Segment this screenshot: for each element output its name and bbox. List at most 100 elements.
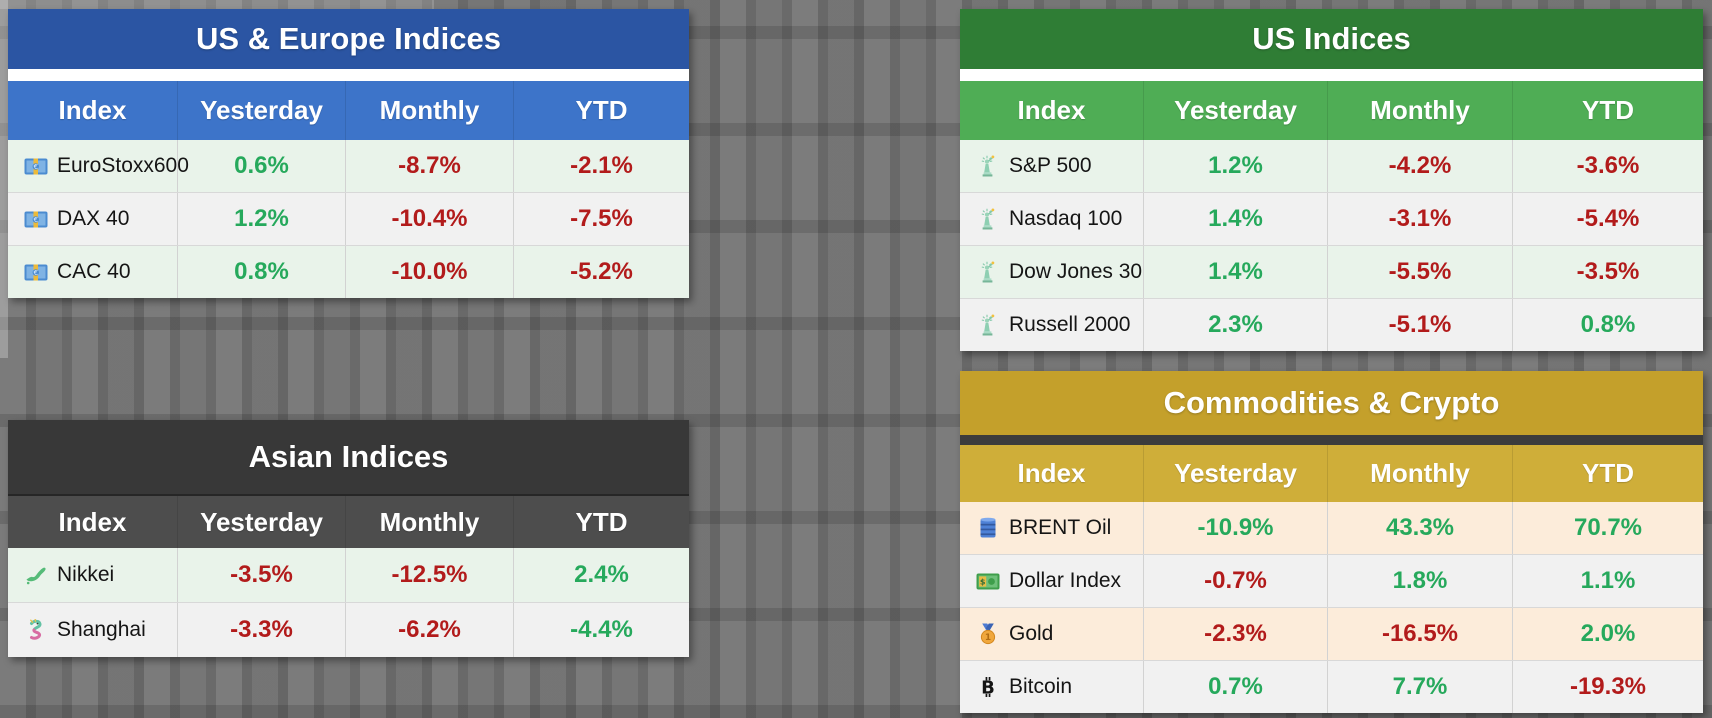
table-row: BRENT Oil -10.9% 43.3% 70.7% <box>960 502 1703 554</box>
svg-text:1: 1 <box>984 633 990 643</box>
value-monthly: 7.7% <box>1327 661 1512 713</box>
value-monthly: -5.1% <box>1327 299 1512 351</box>
bitcoin-icon: B <box>975 676 1000 698</box>
euro-banknote-icon: € <box>23 211 48 228</box>
index-name: Russell 2000 <box>1009 313 1131 336</box>
svg-text:€: € <box>33 163 37 171</box>
table-title: Commodities & Crypto <box>1163 385 1500 420</box>
index-name: S&P 500 <box>1009 154 1092 177</box>
table-title: US & Europe Indices <box>196 21 501 56</box>
value-ytd: 2.0% <box>1512 608 1703 660</box>
table-row: Nasdaq 100 1.4% -3.1% -5.4% <box>960 192 1703 245</box>
table-row: Shanghai -3.3% -6.2% -4.4% <box>8 602 689 657</box>
value-yesterday: -10.9% <box>1143 502 1327 554</box>
table-row: Nikkei -3.5% -12.5% 2.4% <box>8 548 689 602</box>
column-header-monthly: Monthly <box>345 81 513 140</box>
column-header-index: Index <box>1017 95 1086 125</box>
index-name: BRENT Oil <box>1009 516 1112 539</box>
table-row: € DAX 40 1.2% -10.4% -7.5% <box>8 192 689 245</box>
value-ytd: -3.6% <box>1512 140 1703 192</box>
value-monthly: -5.5% <box>1327 246 1512 298</box>
column-header-ytd: YTD <box>1512 445 1703 502</box>
statue-of-liberty-icon <box>975 155 1000 177</box>
table-row: Russell 2000 2.3% -5.1% 0.8% <box>960 298 1703 351</box>
index-name: CAC 40 <box>57 260 131 283</box>
value-ytd: 70.7% <box>1512 502 1703 554</box>
value-monthly: -16.5% <box>1327 608 1512 660</box>
svg-text:€: € <box>33 216 37 224</box>
value-ytd: -2.1% <box>513 140 689 192</box>
index-name-cell: Nasdaq 100 <box>960 193 1143 245</box>
index-name-cell: $ Dollar Index <box>960 555 1143 607</box>
title-divider <box>8 69 689 81</box>
table-title: Asian Indices <box>248 439 449 474</box>
table-row: € EuroStoxx600 0.6% -8.7% -2.1% <box>8 140 689 192</box>
table-row: B Bitcoin 0.7% 7.7% -19.3% <box>960 660 1703 713</box>
index-name: Bitcoin <box>1009 675 1073 698</box>
title-divider <box>960 69 1703 81</box>
value-ytd: -5.4% <box>1512 193 1703 245</box>
value-ytd: -3.5% <box>1512 246 1703 298</box>
column-header-ytd: YTD <box>513 496 689 548</box>
index-name: Nasdaq 100 <box>1009 207 1123 230</box>
statue-of-liberty-icon <box>975 208 1000 230</box>
value-monthly: -12.5% <box>345 548 513 602</box>
column-header-ytd: YTD <box>513 81 689 140</box>
index-name-cell: BRENT Oil <box>960 502 1143 554</box>
index-name-cell: Dow Jones 30 <box>960 246 1143 298</box>
value-ytd: 0.8% <box>1512 299 1703 351</box>
statue-of-liberty-icon <box>975 314 1000 336</box>
svg-text:B: B <box>981 678 995 699</box>
index-name-cell: Nikkei <box>8 548 177 602</box>
index-name: Dollar Index <box>1009 569 1122 592</box>
column-header-yesterday: Yesterday <box>1143 445 1327 502</box>
index-name-cell: 1 Gold <box>960 608 1143 660</box>
euro-banknote-icon: € <box>23 264 48 281</box>
index-name: DAX 40 <box>57 207 130 230</box>
index-name-cell: € DAX 40 <box>8 193 177 245</box>
column-header-row: Index Yesterday Monthly YTD <box>960 445 1703 502</box>
column-header-index: Index <box>58 95 127 125</box>
oil-drum-icon <box>975 517 1000 539</box>
table-title-bar: US Indices <box>960 9 1703 69</box>
column-header-monthly: Monthly <box>1327 81 1512 140</box>
value-yesterday: -2.3% <box>1143 608 1327 660</box>
value-monthly: -4.2% <box>1327 140 1512 192</box>
dollar-banknote-icon: $ <box>975 573 1000 590</box>
column-header-row: Index Yesterday Monthly YTD <box>8 496 689 548</box>
value-yesterday: 2.3% <box>1143 299 1327 351</box>
index-name-cell: € EuroStoxx600 <box>8 140 189 192</box>
svg-text:€: € <box>33 269 37 277</box>
table-title-bar: Commodities & Crypto <box>960 371 1703 435</box>
index-name-cell: Russell 2000 <box>960 299 1143 351</box>
dragon-icon <box>23 619 48 641</box>
value-monthly: 43.3% <box>1327 502 1512 554</box>
column-header-row: Index Yesterday Monthly YTD <box>960 81 1703 140</box>
value-monthly: -8.7% <box>345 140 513 192</box>
table-row: 1 Gold -2.3% -16.5% 2.0% <box>960 607 1703 660</box>
column-header-index: Index <box>58 506 127 537</box>
column-header-ytd: YTD <box>1512 81 1703 140</box>
svg-text:$: $ <box>979 577 985 586</box>
us-europe-indices-table: US & Europe Indices Index Yesterday Mont… <box>8 9 689 298</box>
value-ytd: 1.1% <box>1512 555 1703 607</box>
background-light-strip <box>0 0 8 358</box>
value-ytd: -19.3% <box>1512 661 1703 713</box>
table-row: Dow Jones 30 1.4% -5.5% -3.5% <box>960 245 1703 298</box>
euro-banknote-icon: € <box>23 158 48 175</box>
value-monthly: 1.8% <box>1327 555 1512 607</box>
table-title-bar: US & Europe Indices <box>8 9 689 69</box>
value-yesterday: 1.4% <box>1143 246 1327 298</box>
index-name: Shanghai <box>57 618 146 641</box>
title-divider <box>960 435 1703 445</box>
japan-map-icon <box>23 566 48 585</box>
value-yesterday: -3.5% <box>177 548 345 602</box>
index-name-cell: € CAC 40 <box>8 246 177 298</box>
asian-indices-table: Asian Indices Index Yesterday Monthly YT… <box>8 420 689 657</box>
index-name: EuroStoxx600 <box>57 154 189 177</box>
value-monthly: -6.2% <box>345 603 513 657</box>
value-monthly: -10.4% <box>345 193 513 245</box>
value-yesterday: 1.2% <box>177 193 345 245</box>
value-yesterday: -3.3% <box>177 603 345 657</box>
gold-medal-icon: 1 <box>975 623 1000 645</box>
